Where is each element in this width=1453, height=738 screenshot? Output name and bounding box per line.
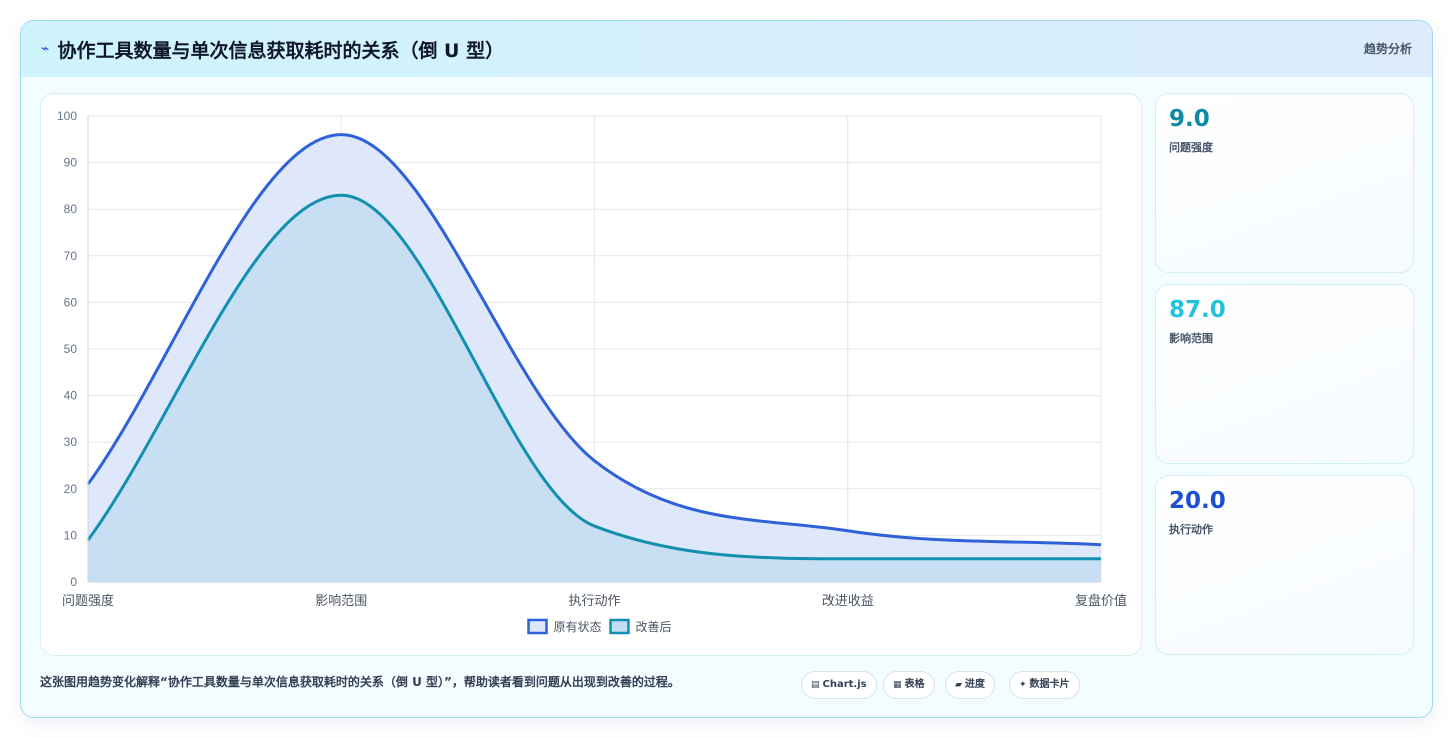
area-chart: 0 10 20 30 40 50 60 70 80 90 100 问题强度 影响范围 执行动作 改进收益 复盘… <box>57 109 1127 635</box>
table-icon: ▦ <box>893 680 902 690</box>
chip-progress[interactable]: ▰ 进度 <box>945 671 995 699</box>
chart-panel: 0 10 20 30 40 50 60 70 80 90 100 问题强度 影响范围 执行动作 改进收益 复盘… <box>40 93 1142 656</box>
y-tick-label: 90 <box>64 156 78 170</box>
chip-data-card[interactable]: ✦ 数据卡片 <box>1009 671 1080 699</box>
chart-icon: ▤ <box>811 680 820 690</box>
kpi-value: 20.0 <box>1169 488 1226 514</box>
kpi-value: 9.0 <box>1169 106 1210 132</box>
x-tick-label: 问题强度 <box>62 593 114 609</box>
x-tick-label: 改进收益 <box>822 594 874 609</box>
series-line-2 <box>86 193 1101 561</box>
series-line-1 <box>86 133 1102 547</box>
kpi-card-1: 9.0 问题强度 <box>1155 93 1414 273</box>
chip-chartjs[interactable]: ▤ Chart.js <box>801 671 877 699</box>
category-tag: 趋势分析 <box>1363 42 1412 56</box>
x-tick-label: 复盘价值 <box>1075 593 1127 609</box>
chip-label: 进度 <box>964 679 985 690</box>
kpi-label: 执行动作 <box>1169 523 1213 536</box>
progress-icon: ▰ <box>955 680 962 690</box>
y-tick-label: 60 <box>64 295 78 309</box>
y-tick-label: 40 <box>64 389 78 403</box>
y-tick-label: 20 <box>64 482 78 496</box>
kpi-label: 问题强度 <box>1169 141 1213 154</box>
legend-label-2: 改善后 <box>636 619 672 634</box>
card-header: ⌁ 协作工具数量与单次信息获取耗时的关系（倒 U 型） 趋势分析 <box>21 21 1432 77</box>
series-area-2 <box>88 195 1101 582</box>
y-tick-label: 10 <box>64 528 78 542</box>
legend-label-1: 原有状态 <box>554 620 602 634</box>
x-tick-label: 影响范围 <box>315 593 367 609</box>
y-tick-label: 30 <box>64 435 78 449</box>
legend-swatch-1 <box>527 618 548 635</box>
y-tick-label: 100 <box>57 109 77 123</box>
trend-icon: ⌁ <box>41 41 50 57</box>
chart-description: 这张图用趋势变化解释“协作工具数量与单次信息获取耗时的关系（倒 U 型）”，帮助… <box>40 675 680 689</box>
chip-table[interactable]: ▦ 表格 <box>883 671 935 699</box>
legend-swatch-2 <box>609 618 630 635</box>
y-tick-label: 50 <box>64 342 78 356</box>
y-tick-label: 70 <box>64 249 78 263</box>
y-tick-label: 80 <box>64 202 78 216</box>
chip-label: 表格 <box>904 679 925 690</box>
page-title: 协作工具数量与单次信息获取耗时的关系（倒 U 型） <box>57 39 505 62</box>
chip-label: 数据卡片 <box>1029 679 1070 690</box>
chip-label: Chart.js <box>822 679 867 690</box>
y-tick-label: 0 <box>70 575 77 589</box>
title-wrap: ⌁ 协作工具数量与单次信息获取耗时的关系（倒 U 型） <box>41 21 504 77</box>
sparkle-icon: ✦ <box>1019 680 1027 690</box>
x-tick-label: 执行动作 <box>568 594 620 609</box>
kpi-card-2: 87.0 影响范围 <box>1155 284 1414 464</box>
dashboard-card: ⌁ 协作工具数量与单次信息获取耗时的关系（倒 U 型） 趋势分析 0 10 20 30… <box>20 20 1433 718</box>
kpi-label: 影响范围 <box>1169 332 1213 345</box>
kpi-card-3: 20.0 执行动作 <box>1155 475 1414 655</box>
kpi-value: 87.0 <box>1169 297 1226 323</box>
